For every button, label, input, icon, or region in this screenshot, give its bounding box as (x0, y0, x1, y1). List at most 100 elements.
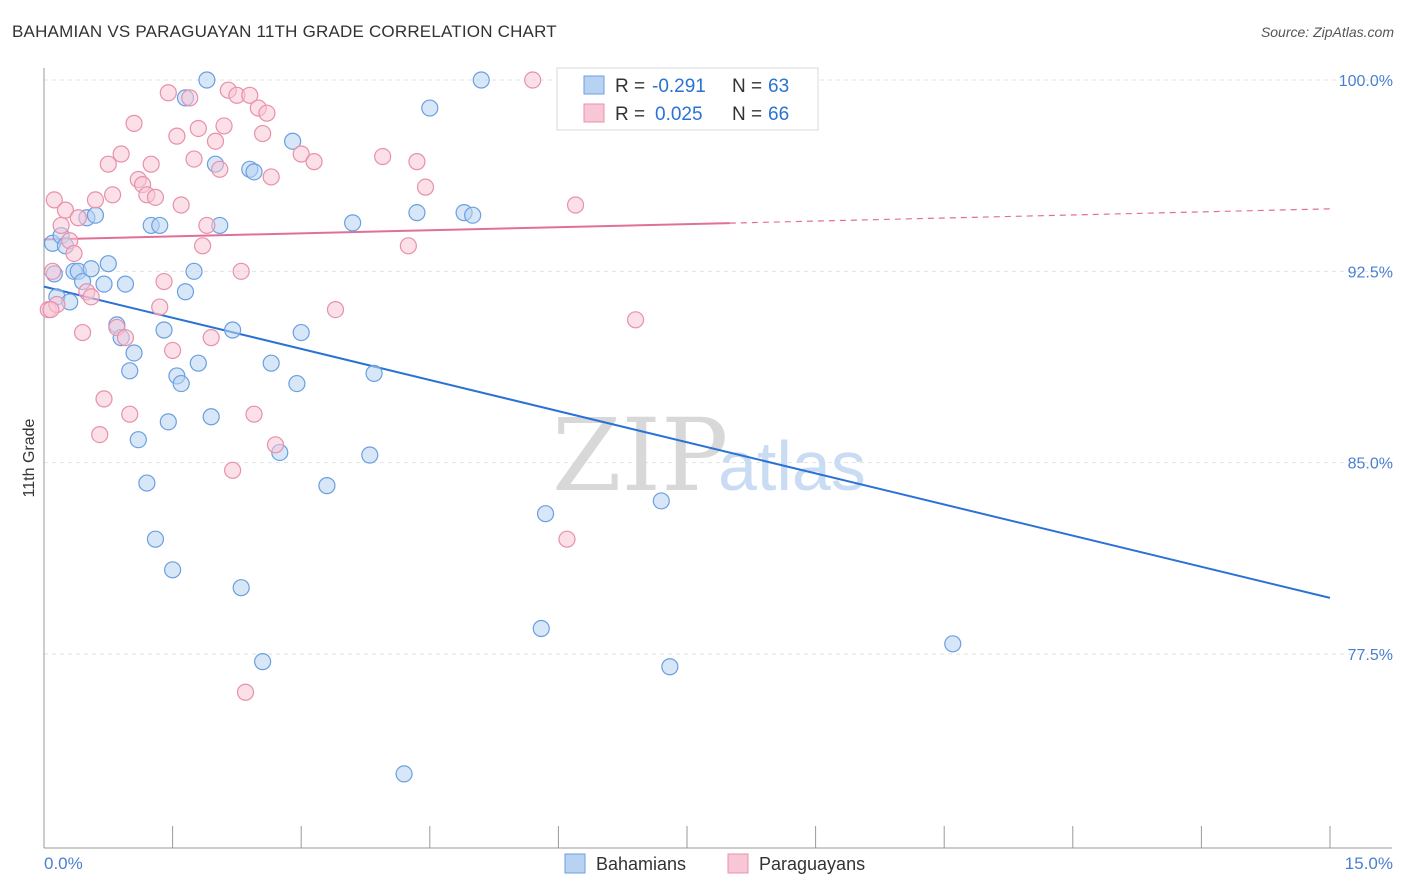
bahamian-point (185, 262, 203, 280)
paraguayan-point (65, 244, 83, 263)
bahamian-point (155, 321, 173, 339)
bahamian-point (262, 354, 280, 372)
bahamian-point (408, 204, 426, 222)
bahamian-point (224, 321, 242, 339)
bahamian-point (245, 163, 263, 181)
paraguayan-point (164, 341, 182, 360)
paraguayan-point (258, 104, 276, 122)
bahamian-point (536, 505, 555, 523)
paraguayan-point (566, 196, 585, 214)
x-tick-label: 0.0% (44, 854, 83, 873)
bahamian-point (116, 275, 135, 293)
paraguayan-point (326, 301, 345, 319)
bahamian-point (292, 323, 310, 342)
paraguayan-point (189, 119, 207, 138)
paraguayan-point (52, 216, 70, 235)
paraguayan-point (82, 288, 100, 306)
bahamian-point (464, 206, 482, 224)
paraguayan-point (408, 153, 426, 171)
paraguayan-point (121, 405, 139, 423)
trend-lines (43, 208, 1331, 599)
paraguayan-trend-line-extension (729, 208, 1331, 224)
paraguayan-point (168, 127, 186, 145)
paraguayan-point (69, 209, 87, 227)
bahamian-point (365, 364, 383, 382)
paraguayan-point (125, 114, 143, 132)
paraguayan-point (42, 301, 60, 319)
watermark: ZIP atlas (552, 397, 866, 514)
data-points (39, 71, 962, 783)
paraguayan-point (215, 117, 233, 135)
bottom-legend-swatch-bahamians (564, 853, 586, 874)
bahamian-point (86, 206, 105, 224)
bahamian-point (472, 71, 490, 89)
paraguayan-point (198, 216, 216, 235)
paraguayan-point (399, 237, 417, 255)
bottom-legend-label-paraguayans: Paraguayans (759, 854, 865, 874)
paraguayan-point (146, 188, 165, 206)
paraguayan-point (56, 201, 75, 219)
legend-n-label-blue: N = (732, 76, 762, 97)
bahamian-point (82, 260, 100, 278)
bahamian-point (288, 374, 306, 393)
paraguayan-point (211, 160, 229, 178)
paraguayan-point (142, 155, 160, 173)
axes (43, 68, 1392, 849)
legend-r-label-blue: R = (615, 76, 645, 97)
paraguayan-point (172, 196, 190, 214)
paraguayan-point (181, 89, 199, 107)
bahamian-point (202, 408, 220, 426)
bahamian-point (254, 653, 272, 671)
x-tick-labels: 0.0% 15.0% (44, 854, 1393, 873)
paraguayan-point (194, 237, 212, 255)
y-axis-title: 11th Grade (21, 418, 38, 497)
bahamian-point (99, 255, 117, 273)
bahamian-point (232, 579, 250, 597)
x-tick-label: 15.0% (1345, 854, 1393, 873)
legend-box: R = -0.291 N = 63 R = 0.025 N = 66 (556, 67, 819, 131)
paraguayan-trend-line (43, 222, 730, 241)
paraguayan-point (155, 272, 173, 291)
legend-swatch-blue (583, 75, 605, 95)
paraguayan-point (558, 530, 576, 548)
bahamian-point (421, 99, 439, 117)
paraguayan-point (112, 145, 130, 163)
chart-title: BAHAMIAN VS PARAGUAYAN 11TH GRADE CORREL… (12, 22, 557, 41)
y-tick-labels: 77.5% 85.0% 92.5% 100.0% (1339, 73, 1393, 664)
paraguayan-point (43, 262, 62, 280)
paraguayan-point (305, 153, 323, 171)
paraguayan-point (99, 155, 117, 173)
paraguayan-point (159, 84, 177, 102)
bahamian-point (138, 474, 156, 492)
paraguayan-point (262, 168, 280, 186)
bahamian-point (146, 530, 165, 548)
y-tick-label: 92.5% (1348, 264, 1393, 281)
bahamian-point (189, 354, 207, 372)
bahamian-point (129, 431, 147, 449)
legend-r-label-pink: R = (615, 104, 645, 125)
legend-swatch-pink (583, 103, 605, 123)
paraguayan-point (245, 405, 263, 423)
paraguayan-point (524, 71, 542, 89)
bahamian-point (198, 71, 216, 89)
legend-n-label-pink: N = (732, 104, 762, 125)
paraguayan-point (86, 191, 105, 209)
paraguayan-point (206, 132, 225, 150)
paraguayan-point (236, 683, 255, 701)
bahamian-point (361, 446, 379, 464)
bahamian-point (151, 216, 169, 235)
paraguayan-point (202, 329, 220, 347)
paraguayan-point (292, 145, 310, 163)
bahamian-point (121, 362, 139, 380)
bahamian-point (125, 344, 143, 362)
bahamian-point (164, 561, 182, 579)
bottom-legend-label-bahamians: Bahamians (596, 854, 686, 874)
bahamian-point (944, 635, 962, 653)
paraguayan-point (185, 150, 203, 168)
bahamian-point (159, 413, 177, 431)
paraguayan-point (91, 426, 109, 444)
paraguayan-point (374, 147, 392, 166)
paraguayan-point (626, 311, 645, 329)
watermark-atlas: atlas (718, 427, 866, 505)
